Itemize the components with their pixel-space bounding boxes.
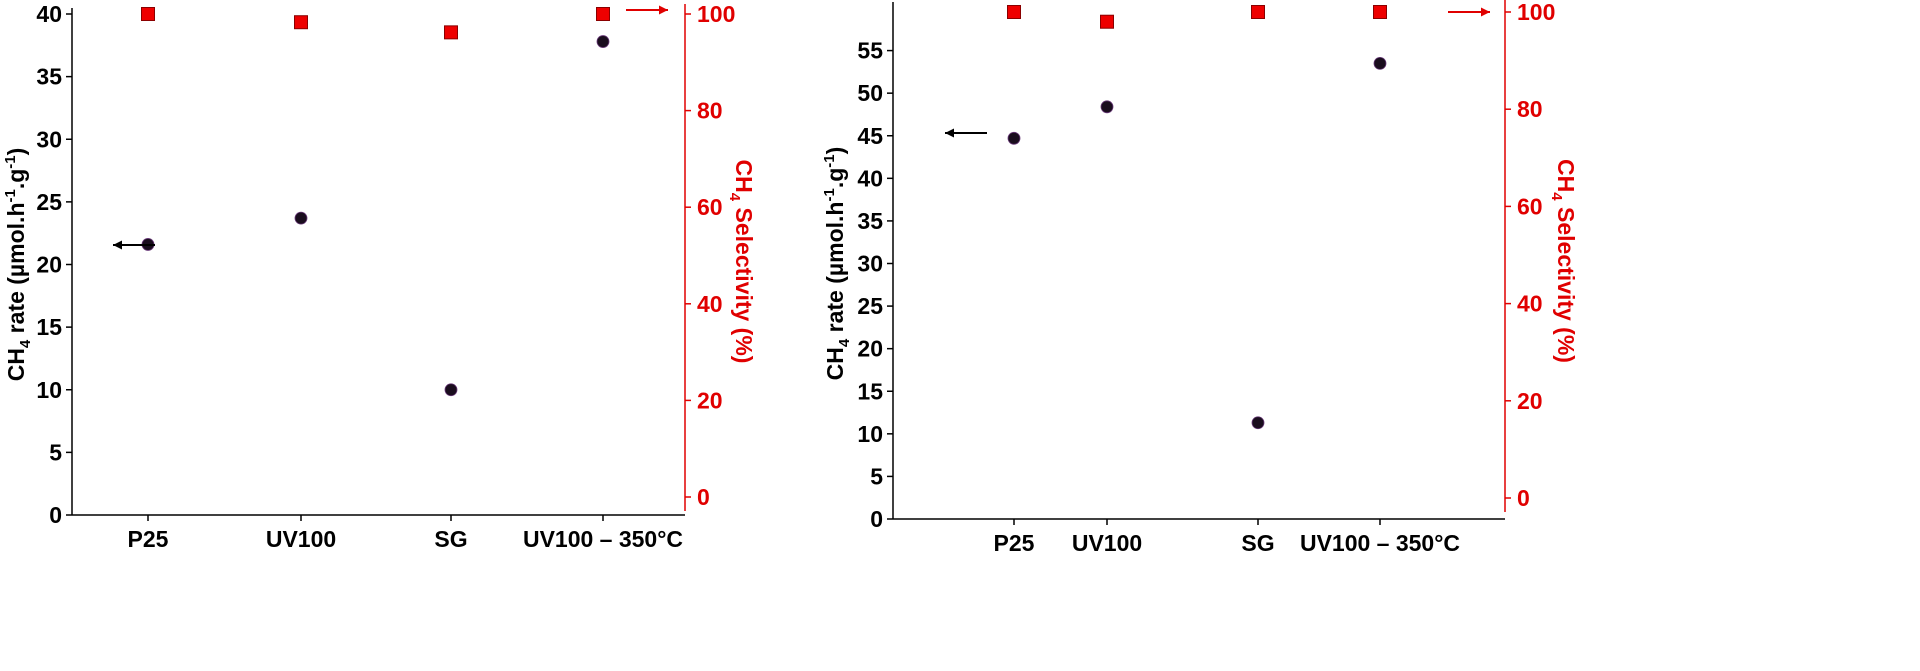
y2-axis-label: CH4 Selectivity (%) [1548,159,1579,363]
y-tick-label: 55 [857,38,883,64]
x-tick-label: UV100 [266,526,336,552]
y-label-subscript: 4 [836,338,853,347]
y-label-part: ) [3,148,29,156]
y-tick-label: 0 [870,506,883,532]
y2-tick-label: 40 [697,291,723,317]
y-tick-label: 40 [36,1,62,27]
y-label-part: .g [3,169,29,189]
selectivity-point [596,7,610,21]
y-axis-label: CH4 rate (µmol.h-1.g-1) [2,148,34,382]
rate-point [1100,100,1114,114]
y-tick-label: 20 [36,252,62,278]
y2-tick-label: 40 [1517,291,1543,317]
selectivity-point [1251,5,1265,19]
selectivity-point [294,15,308,30]
y2-label-part: Selectivity (%) [731,201,757,363]
y-tick-label: 40 [857,165,883,191]
y2-label-part: CH [731,160,757,193]
y-tick-label: 15 [36,314,62,340]
selectivity-point [141,7,155,21]
y-label-subscript: 4 [17,339,34,348]
right-axis-arrow-head [1481,7,1490,17]
y-label-superscript: -1 [821,188,838,201]
y2-label-subscript: 4 [726,193,743,202]
rate-point [444,383,458,397]
y-tick-label: 10 [36,377,62,403]
y-label-part: CH [3,348,29,381]
y-tick-label: 30 [36,126,62,152]
x-tick-label: UV100 – 350°C [1300,530,1460,556]
y-tick-label: 35 [36,64,62,90]
right-axis-arrow-head [659,5,668,15]
left-axis-arrow-head [945,128,954,138]
y2-tick-label: 0 [697,484,710,510]
x-tick-label: SG [434,526,467,552]
rate-point [1251,416,1265,430]
y2-tick-label: 0 [1517,485,1530,511]
y-label-part: rate (µmol.h [822,202,848,339]
x-tick-label: UV100 [1072,530,1142,556]
y-tick-label: 25 [857,293,883,319]
y-label-superscript: -1 [2,189,19,202]
y-axis-label: CH4 rate (µmol.h-1.g-1) [821,147,853,381]
chart-panel-right: 0 5 10 15 20 25 30 35 40 45 50 55 0 20 40 60 80 100 P25 UV1… [821,0,1579,556]
selectivity-point [1007,5,1021,19]
selectivity-point [444,25,458,40]
selectivity-point [1100,14,1114,29]
y-tick-label: 20 [857,336,883,362]
y-label-part: .g [822,168,848,188]
y-label-superscript: -1 [2,155,19,168]
y-tick-label: 5 [870,463,883,489]
y-label-part: CH [822,347,848,380]
y2-axis-label: CH4 Selectivity (%) [726,160,757,364]
y2-tick-label: 100 [1517,0,1555,25]
y-tick-label: 15 [857,378,883,404]
y-label-part: rate (µmol.h [3,203,29,340]
y-tick-label: 25 [36,189,62,215]
y-tick-label: 45 [857,123,883,149]
x-tick-label: SG [1241,530,1274,556]
x-tick-label: UV100 – 350°C [523,526,683,552]
y-tick-label: 5 [49,439,62,465]
y-label-part: ) [822,147,848,155]
left-axis-arrow-head [113,240,122,250]
y-tick-label: 35 [857,208,883,234]
rate-point [294,211,308,225]
y2-label-subscript: 4 [1548,192,1565,201]
y-tick-label: 10 [857,421,883,447]
y2-label-part: Selectivity (%) [1553,201,1579,363]
y2-label-part: CH [1553,159,1579,192]
y-tick-label: 50 [857,80,883,106]
selectivity-point [1373,5,1387,19]
y2-tick-label: 60 [1517,193,1543,219]
x-tick-label: P25 [994,530,1035,556]
y2-tick-label: 60 [697,194,723,220]
chart-panel-left: 0 5 10 15 20 25 30 35 40 0 20 40 60 80 100 P25 UV100 SG UV… [2,1,757,552]
x-tick-label: P25 [128,526,169,552]
rate-point [596,35,610,48]
y-label-superscript: -1 [821,154,838,167]
y-tick-label: 0 [49,502,62,528]
y2-tick-label: 20 [697,387,723,413]
y2-tick-label: 20 [1517,388,1543,414]
y2-tick-label: 80 [1517,96,1543,122]
rate-point [1373,56,1387,70]
rate-point [1007,131,1021,145]
y-tick-label: 30 [857,251,883,277]
y2-tick-label: 80 [697,98,723,124]
y2-tick-label: 100 [697,1,735,27]
